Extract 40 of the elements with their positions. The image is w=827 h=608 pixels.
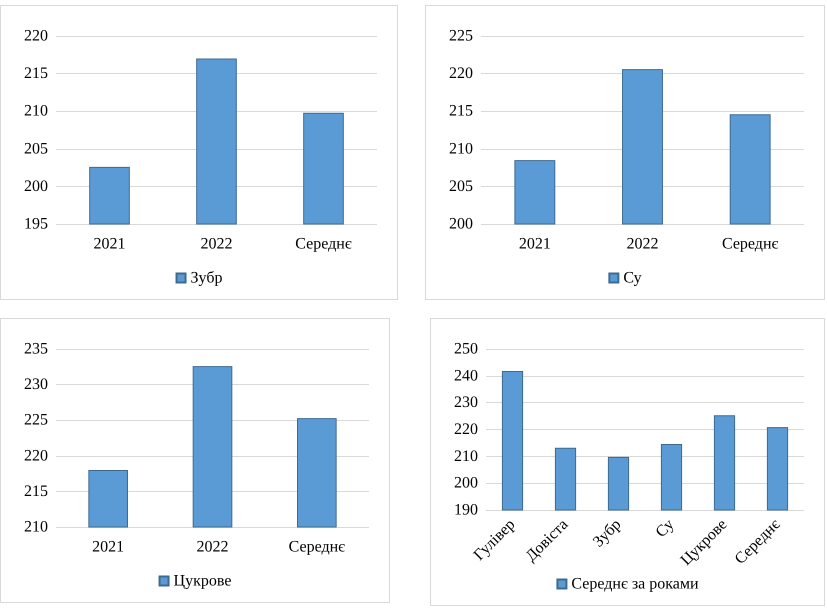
x-tick-label: 2021 (518, 236, 551, 252)
y-tick-label: 220 (24, 447, 48, 464)
legend-label: Цукрове (174, 572, 232, 590)
y-tick-label: 220 (24, 28, 48, 44)
y-tick-label: 235 (24, 340, 48, 358)
x-tick-label: 2022 (626, 236, 658, 252)
y-tick-label: 200 (24, 178, 48, 195)
legend-label: Су (623, 270, 642, 286)
y-tick-label: 220 (454, 421, 478, 438)
x-tick-label: 2022 (196, 538, 228, 556)
y-tick-label: 210 (24, 518, 48, 536)
y-tick-label: 210 (449, 140, 473, 158)
x-tick-label: 2021 (94, 236, 126, 252)
x-tick-label: Середнє (722, 236, 779, 252)
y-tick-label: 230 (24, 376, 48, 394)
y-tick-label: 200 (449, 216, 473, 232)
y-tick-label: 205 (24, 140, 48, 158)
y-tick-label: 225 (24, 412, 48, 429)
y-tick-label: 230 (454, 394, 478, 412)
x-tick-label: Зубр (590, 516, 625, 551)
y-tick-label: 215 (449, 102, 473, 120)
y-tick-label: 215 (24, 65, 48, 82)
y-tick-label: 220 (449, 65, 473, 82)
x-tick-label: Середнє (288, 538, 346, 556)
y-tick-label: 225 (449, 28, 473, 44)
y-tick-label: 190 (454, 502, 478, 518)
y-tick-label: 200 (454, 474, 478, 492)
x-tick-label: 2021 (92, 538, 124, 556)
y-tick-label: 215 (24, 482, 48, 500)
x-tick-label: Середнє (295, 236, 352, 252)
legend-label: Середнє за роками (571, 576, 700, 592)
x-tick-label: Су (652, 516, 678, 541)
y-tick-label: 250 (454, 340, 478, 358)
legend-label: Зубр (190, 270, 222, 286)
y-tick-label: 210 (24, 102, 48, 120)
y-tick-label: 205 (449, 178, 473, 195)
y-tick-label: 195 (24, 216, 48, 232)
y-tick-label: 240 (454, 367, 478, 384)
y-tick-label: 210 (454, 448, 478, 465)
x-tick-label: 2022 (200, 236, 232, 252)
